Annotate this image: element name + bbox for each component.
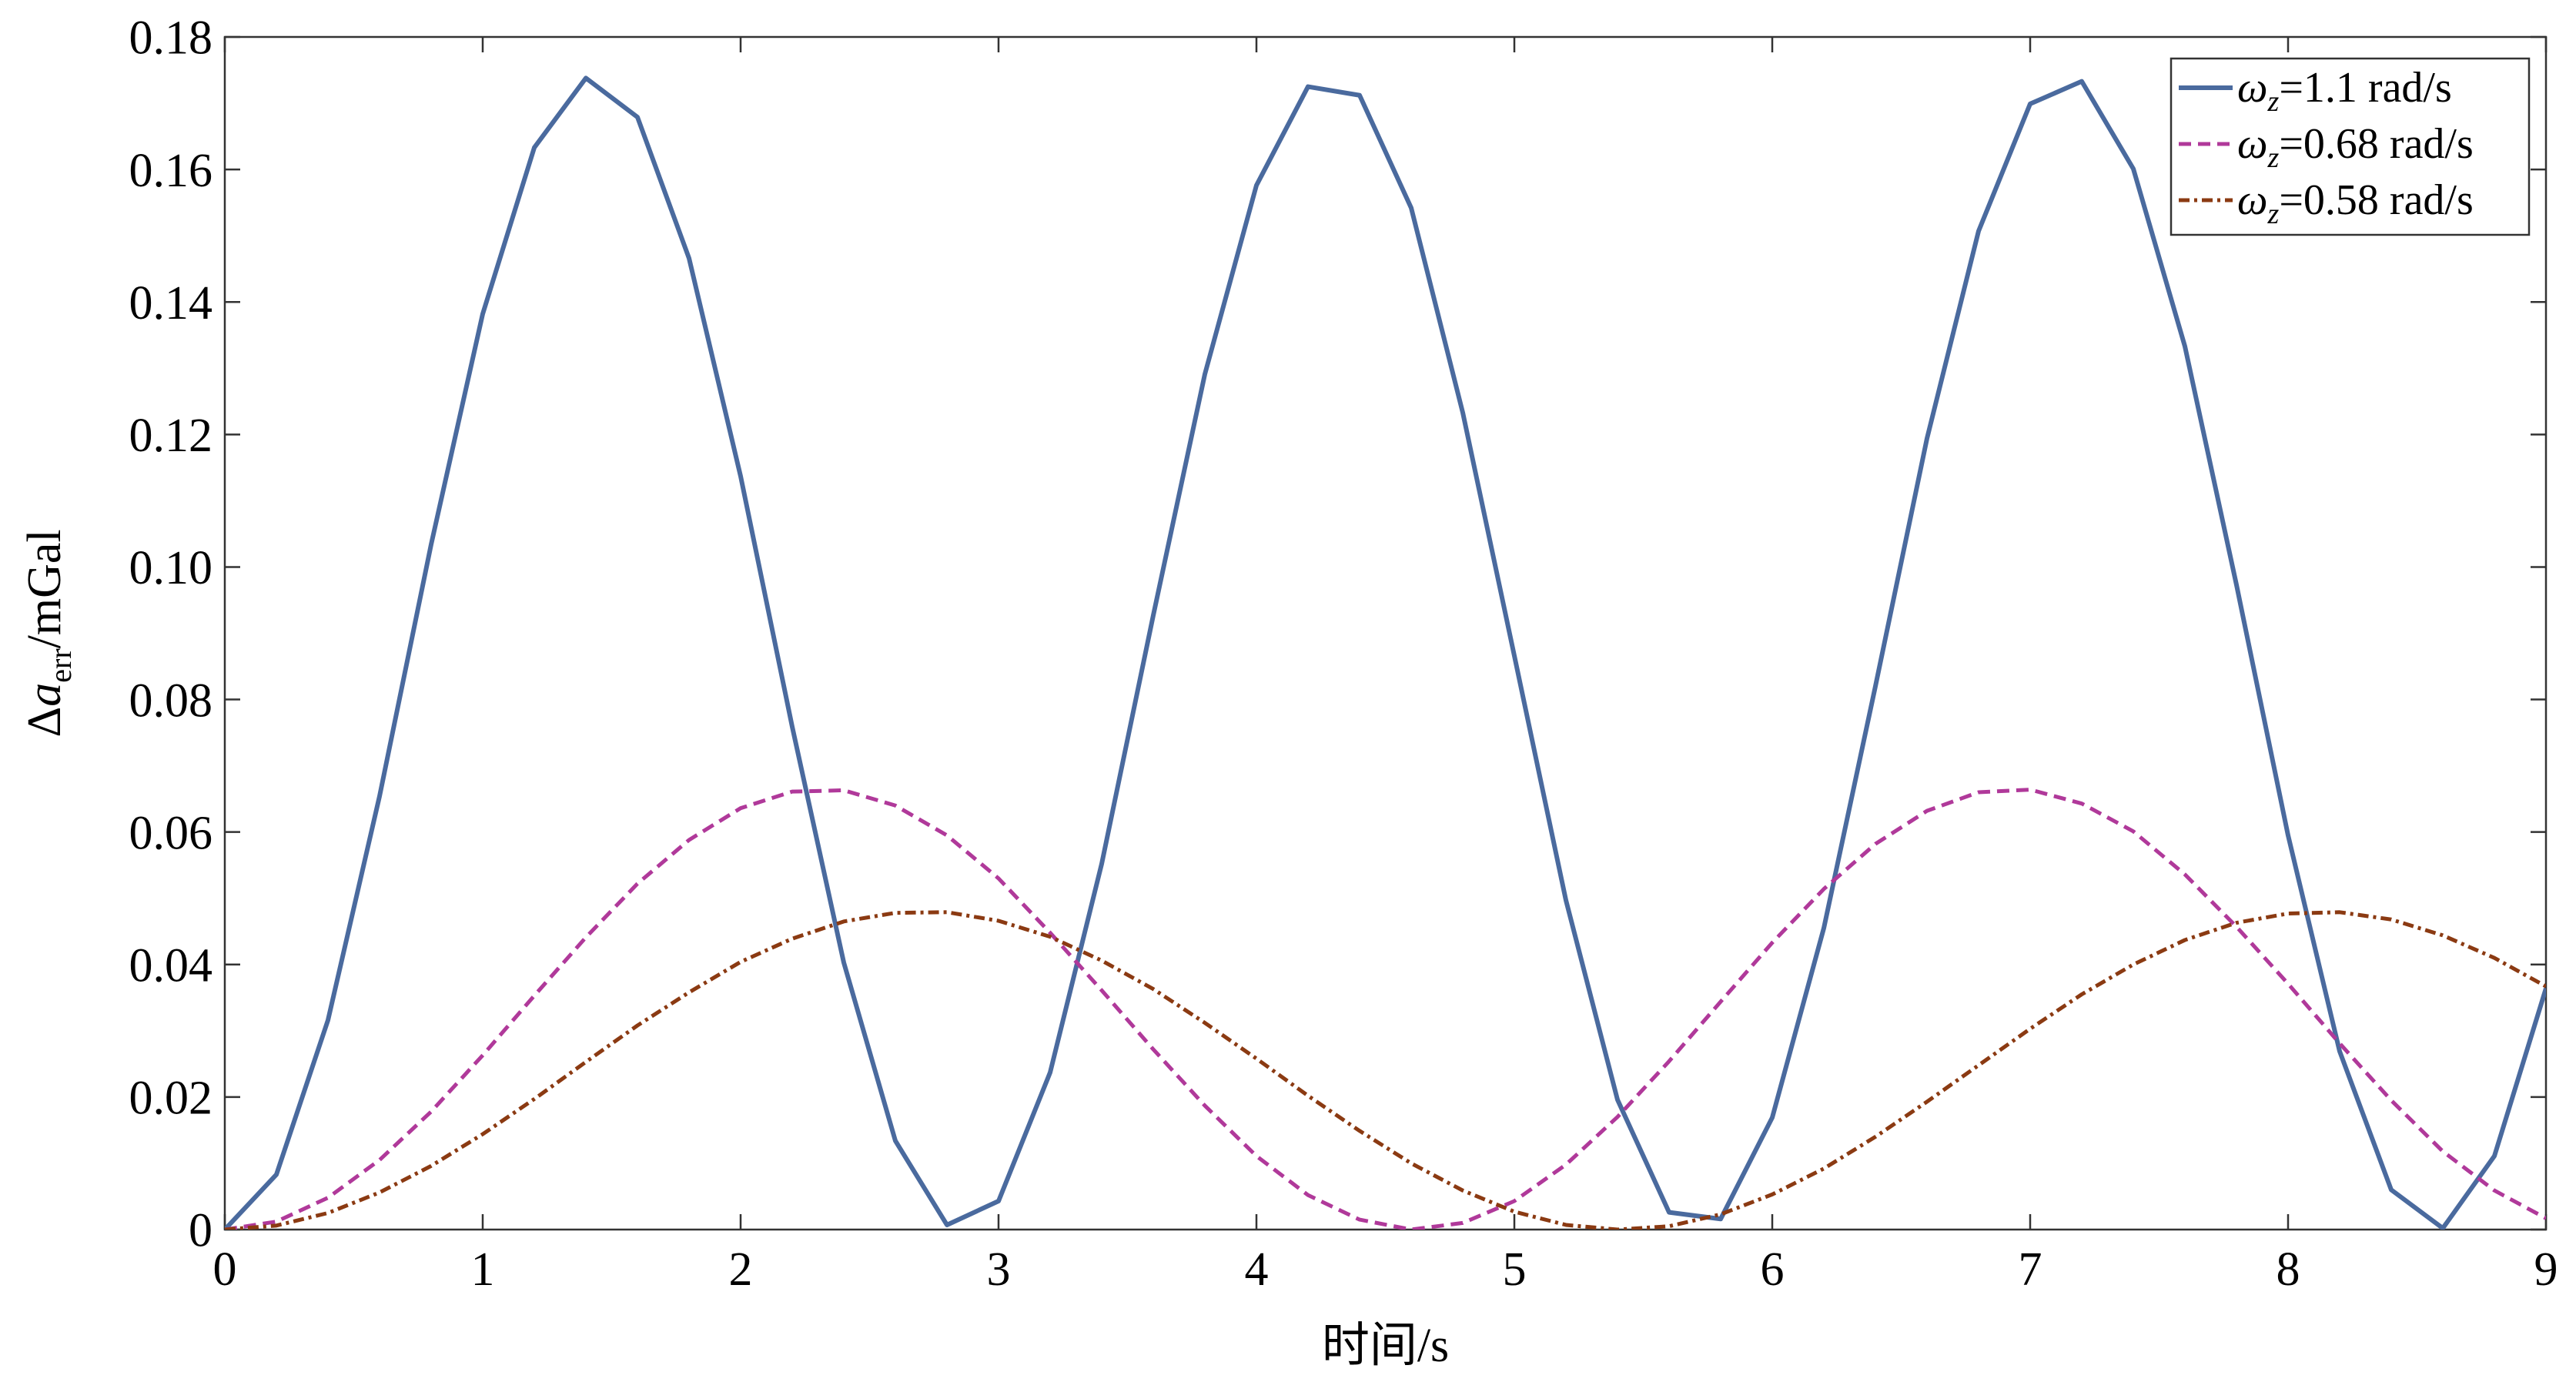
y-tick-label: 0.10 [129,542,213,594]
series-line [225,910,2546,1230]
legend: ωz=1.1 rad/sωz=0.68 rad/sωz=0.58 rad/s [2170,57,2531,236]
legend-label: ωz=0.68 rad/s [2237,120,2474,174]
y-tick-label: 0.04 [129,939,213,992]
legend-label: ωz=0.58 rad/s [2237,176,2474,230]
x-axis-label: 时间/s [1322,1320,1449,1372]
plot-frame [223,35,2548,1231]
x-tick-label: 6 [1761,1243,1785,1296]
y-axis-label: Δaerr/mGal [18,529,78,737]
y-tick-label: 0.14 [129,277,213,330]
y-tick-label: 0 [189,1205,212,1257]
x-tick-label: 8 [2277,1243,2300,1296]
y-tick-label: 0.02 [129,1072,213,1125]
legend-label: ωz=1.1 rad/s [2237,64,2452,118]
x-tick-label: 1 [471,1243,495,1296]
legend-box [2170,57,2531,236]
x-tick-label: 7 [2019,1243,2042,1296]
x-tick-label: 5 [1503,1243,1527,1296]
y-tick-label: 0.12 [129,410,213,462]
y-tick-label: 0.18 [129,12,213,65]
x-tick-label: 0 [213,1243,237,1296]
x-tick-label: 2 [729,1243,753,1296]
y-tick-label: 0.16 [129,145,213,197]
y-tick-label: 0.06 [129,807,213,859]
x-tick-label: 9 [2534,1243,2558,1296]
x-tick-label: 4 [1245,1243,1269,1296]
series-line [225,788,2546,1230]
x-tick-label: 3 [987,1243,1011,1296]
series-line [225,75,2546,1230]
y-tick-label: 0.08 [129,674,213,727]
